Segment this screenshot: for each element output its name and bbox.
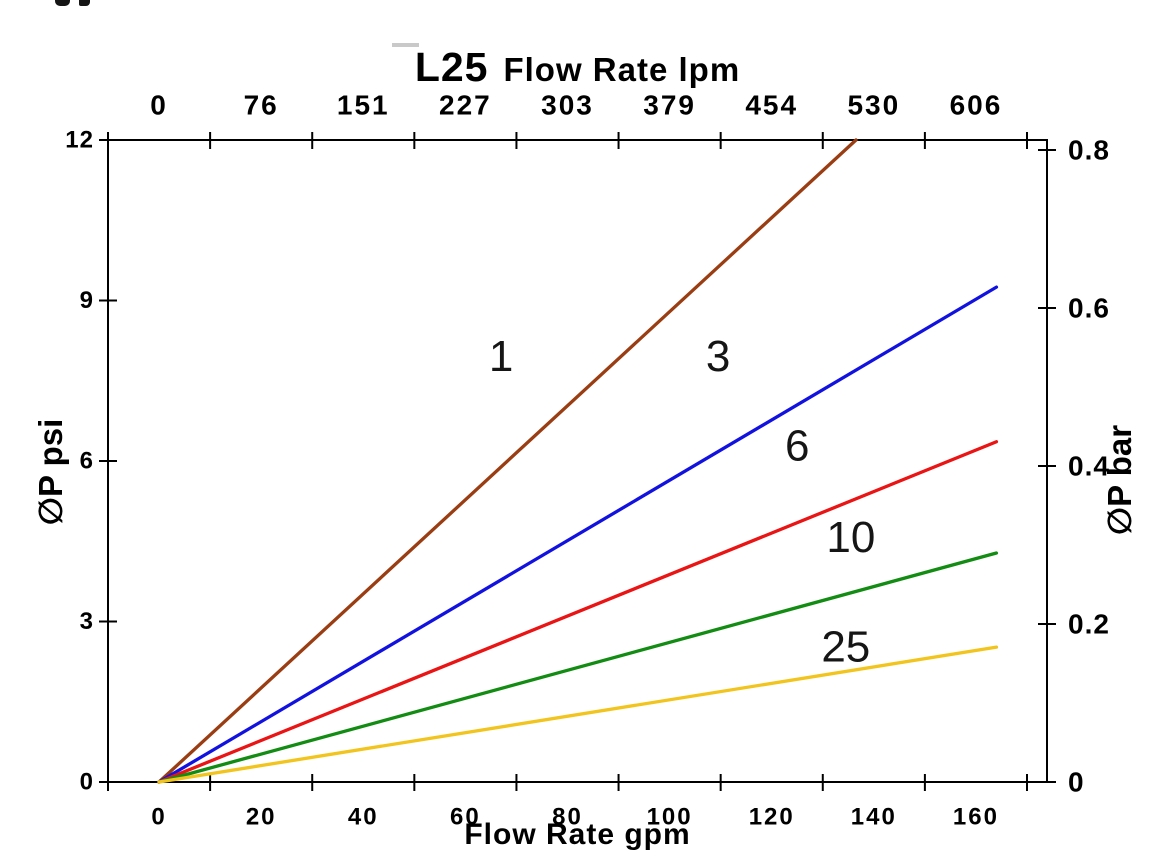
chart-title: L25 Flow Rate lpm bbox=[108, 44, 1047, 91]
y-tick-label-left: 9 bbox=[80, 287, 94, 314]
x-tick-label-bottom: 0 bbox=[151, 804, 166, 831]
series-label-10: 10 bbox=[826, 513, 875, 562]
y-tick-label-right: 0.2 bbox=[1068, 609, 1110, 640]
y-tick-label-left: 0 bbox=[80, 769, 94, 796]
x-tick-label-top: 530 bbox=[847, 90, 900, 121]
plot-border bbox=[107, 139, 1048, 783]
x-tick-label-bottom: 80 bbox=[552, 804, 583, 831]
series-label-1: 1 bbox=[489, 332, 513, 381]
bottom-axis-title: Flow Rate gpm bbox=[464, 818, 691, 851]
series-label-3: 3 bbox=[706, 332, 730, 381]
x-tick-label-bottom: 140 bbox=[851, 804, 897, 831]
series-label-6: 6 bbox=[785, 422, 809, 471]
x-tick-label-top: 379 bbox=[643, 90, 696, 121]
series-line-25 bbox=[157, 645, 999, 784]
x-tick-label-top: 227 bbox=[439, 90, 492, 121]
cropped-text-artifact bbox=[55, 0, 100, 8]
x-tick-label-bottom: 100 bbox=[647, 804, 693, 831]
y-tick-label-left: 6 bbox=[80, 448, 94, 475]
x-tick-label-top: 0 bbox=[150, 90, 168, 121]
y-tick-label-right: 0.6 bbox=[1068, 293, 1110, 324]
x-tick-label-bottom: 20 bbox=[246, 804, 277, 831]
x-tick-label-top: 76 bbox=[244, 90, 279, 121]
x-tick-label-bottom: 120 bbox=[749, 804, 795, 831]
right-axis-title: ∅P bar bbox=[1101, 424, 1138, 536]
y-tick-label-right: 0 bbox=[1068, 767, 1085, 798]
series-line-10 bbox=[157, 551, 999, 784]
series-line-1 bbox=[157, 138, 858, 784]
x-tick-label-top: 303 bbox=[541, 90, 594, 121]
x-tick-label-top: 151 bbox=[337, 90, 390, 121]
left-axis-title: ∅P psi bbox=[32, 418, 69, 526]
model-label: L25 bbox=[414, 44, 489, 90]
x-tick-label-bottom: 40 bbox=[348, 804, 379, 831]
series-label-25: 25 bbox=[821, 623, 870, 672]
x-tick-label-top: 606 bbox=[950, 90, 1003, 121]
smudge-artifact bbox=[392, 43, 419, 47]
y-tick-label-right: 0.8 bbox=[1068, 135, 1110, 166]
y-tick-label-left: 12 bbox=[65, 127, 94, 154]
x-tick-label-top: 454 bbox=[745, 90, 798, 121]
series-line-6 bbox=[157, 440, 999, 784]
x-tick-label-bottom: 160 bbox=[953, 804, 999, 831]
y-tick-label-right: 0.4 bbox=[1068, 451, 1110, 482]
top-axis-title: Flow Rate lpm bbox=[503, 51, 741, 88]
series-line-3 bbox=[157, 285, 999, 784]
y-tick-label-left: 3 bbox=[80, 608, 94, 635]
x-tick-label-bottom: 60 bbox=[450, 804, 481, 831]
